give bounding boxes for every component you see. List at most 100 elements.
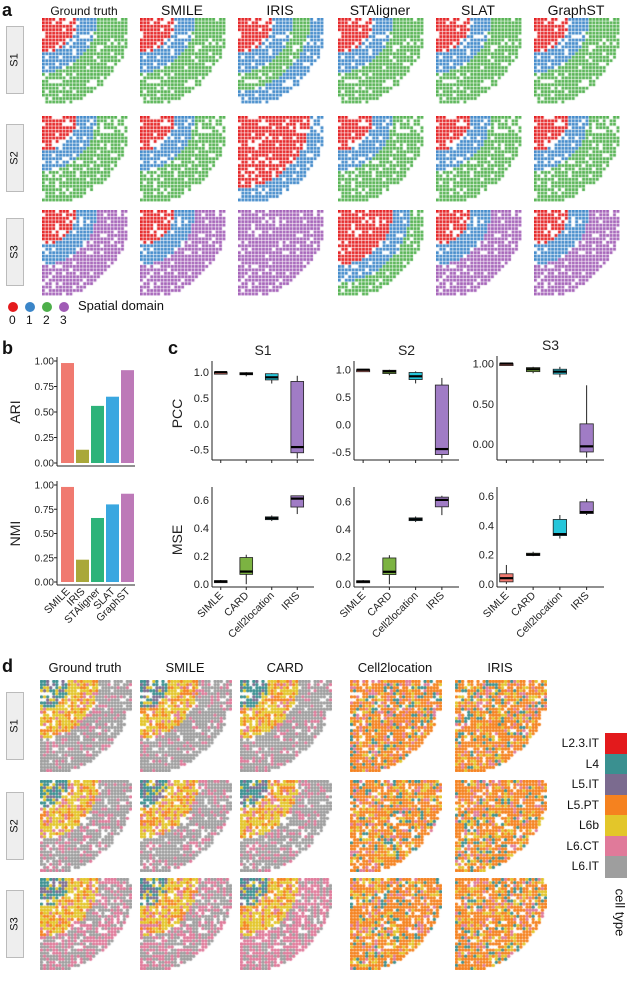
column-title: SMILE — [165, 660, 205, 675]
spatial-domain-map — [534, 18, 620, 104]
legend-swatch-L2.3.IT — [605, 733, 627, 755]
row-label: S1 — [6, 692, 24, 760]
spatial-domain-map — [238, 116, 324, 202]
spatial-domain-map — [534, 116, 620, 202]
box-CARD — [382, 557, 397, 575]
legend-label: L4 — [585, 756, 599, 771]
panel-label-d: d — [2, 656, 13, 676]
tick-label: 0.0 — [194, 419, 209, 431]
bar-SMILE — [61, 363, 74, 463]
spatial-domain-map — [238, 210, 324, 296]
legend-label: 0 — [9, 313, 16, 327]
chart-title: S2 — [398, 342, 415, 358]
legend-label: L5.IT — [571, 777, 599, 791]
legend-label: L6.IT — [571, 859, 599, 873]
tick-label: 1.00 — [35, 481, 55, 492]
column-title: IRIS — [266, 2, 294, 18]
tick-label: 0.00 — [35, 578, 55, 589]
cell-type-map — [455, 680, 547, 772]
box-IRIS — [290, 495, 305, 508]
y-axis-label: NMI — [7, 521, 23, 547]
tick-label: 0.4 — [194, 523, 209, 535]
bar-SLAT — [106, 396, 119, 463]
box-CARD — [239, 557, 254, 575]
tick-label: 0.25 — [35, 433, 55, 444]
tick-label: 0.0 — [194, 579, 209, 591]
legend-swatch-L6.IT — [605, 856, 627, 878]
chart-title: S3 — [542, 337, 559, 353]
row-label: S3 — [6, 890, 24, 958]
tick-label: 0.0 — [336, 419, 351, 431]
legend-label: 2 — [43, 313, 50, 327]
spatial-domain-map — [338, 210, 424, 296]
tick-label: 0.50 — [35, 529, 55, 540]
x-tick-label: SIMLE — [481, 590, 512, 621]
box-IRIS — [434, 496, 449, 508]
spatial-domain-map — [534, 210, 620, 296]
panel-label-a: a — [2, 0, 13, 20]
legend-swatch-L4 — [605, 753, 627, 776]
cell-type-map — [240, 680, 332, 772]
spatial-domain-map — [42, 116, 128, 202]
x-tick-label: IRIS — [279, 590, 302, 613]
panel-label-c: c — [168, 338, 179, 358]
tick-label: 0.6 — [479, 491, 494, 503]
legend-label: 3 — [60, 313, 67, 327]
bar-IRIS — [76, 449, 89, 463]
bar-GraphST — [121, 493, 134, 582]
column-title: SMILE — [160, 2, 203, 18]
tick-label: 0.2 — [336, 552, 351, 564]
legend-label: L2.3.IT — [561, 736, 599, 750]
tick-label: 0.50 — [473, 399, 494, 411]
tick-label: 0.50 — [35, 408, 55, 419]
x-tick-label: SIMLE — [195, 590, 226, 621]
cell-type-map — [350, 878, 442, 970]
column-title: Cell2location — [357, 660, 433, 675]
box-IRIS — [579, 501, 594, 514]
tick-label: 1.00 — [35, 357, 55, 368]
cell-type-map — [40, 680, 132, 772]
cell-type-map — [140, 878, 232, 970]
spatial-domain-map — [338, 18, 424, 104]
spatial-domain-map — [436, 18, 522, 104]
tick-label: 0.00 — [35, 459, 55, 470]
row-label: S2 — [6, 124, 24, 192]
bar-STAligner — [91, 517, 104, 582]
tick-label: 1.0 — [194, 367, 209, 379]
legend-dot-0 — [8, 302, 18, 312]
spatial-domain-map — [338, 116, 424, 202]
legend-dot-1 — [25, 302, 35, 312]
y-axis-label: PCC — [169, 399, 185, 429]
legend-label: 1 — [26, 313, 33, 327]
box-IRIS — [579, 423, 594, 453]
cell-type-map — [240, 878, 332, 970]
column-title: GraphST — [547, 2, 605, 18]
spatial-domain-map — [42, 18, 128, 104]
legend-swatch-L6.CT — [605, 835, 627, 858]
tick-label: -0.5 — [332, 447, 351, 459]
tick-label: 0.0 — [336, 579, 351, 591]
spatial-domain-map — [238, 18, 324, 104]
legend-swatch-L5.PT — [605, 794, 627, 817]
x-tick-label: IRIS — [569, 590, 592, 613]
tick-label: 1.0 — [336, 365, 351, 377]
tick-label: 0.00 — [473, 439, 494, 451]
box-IRIS — [434, 384, 449, 455]
spatial-domain-map — [42, 210, 128, 296]
legend-swatch-L5.IT — [605, 774, 627, 796]
cell-type-map — [40, 780, 132, 872]
tick-label: 0.2 — [194, 551, 209, 563]
tick-label: 0.2 — [479, 550, 494, 562]
cell-type-map — [350, 680, 442, 772]
spatial-domain-map — [436, 210, 522, 296]
cell-type-map — [455, 780, 547, 872]
chart-title: S1 — [254, 342, 271, 358]
column-title: SLAT — [461, 2, 495, 18]
legend-title: Spatial domain — [78, 298, 164, 313]
tick-label: 0.6 — [336, 496, 351, 508]
panel-label-b: b — [2, 338, 13, 358]
bar-SLAT — [106, 504, 119, 582]
box-IRIS — [290, 381, 305, 454]
column-title: CARD — [266, 660, 304, 675]
